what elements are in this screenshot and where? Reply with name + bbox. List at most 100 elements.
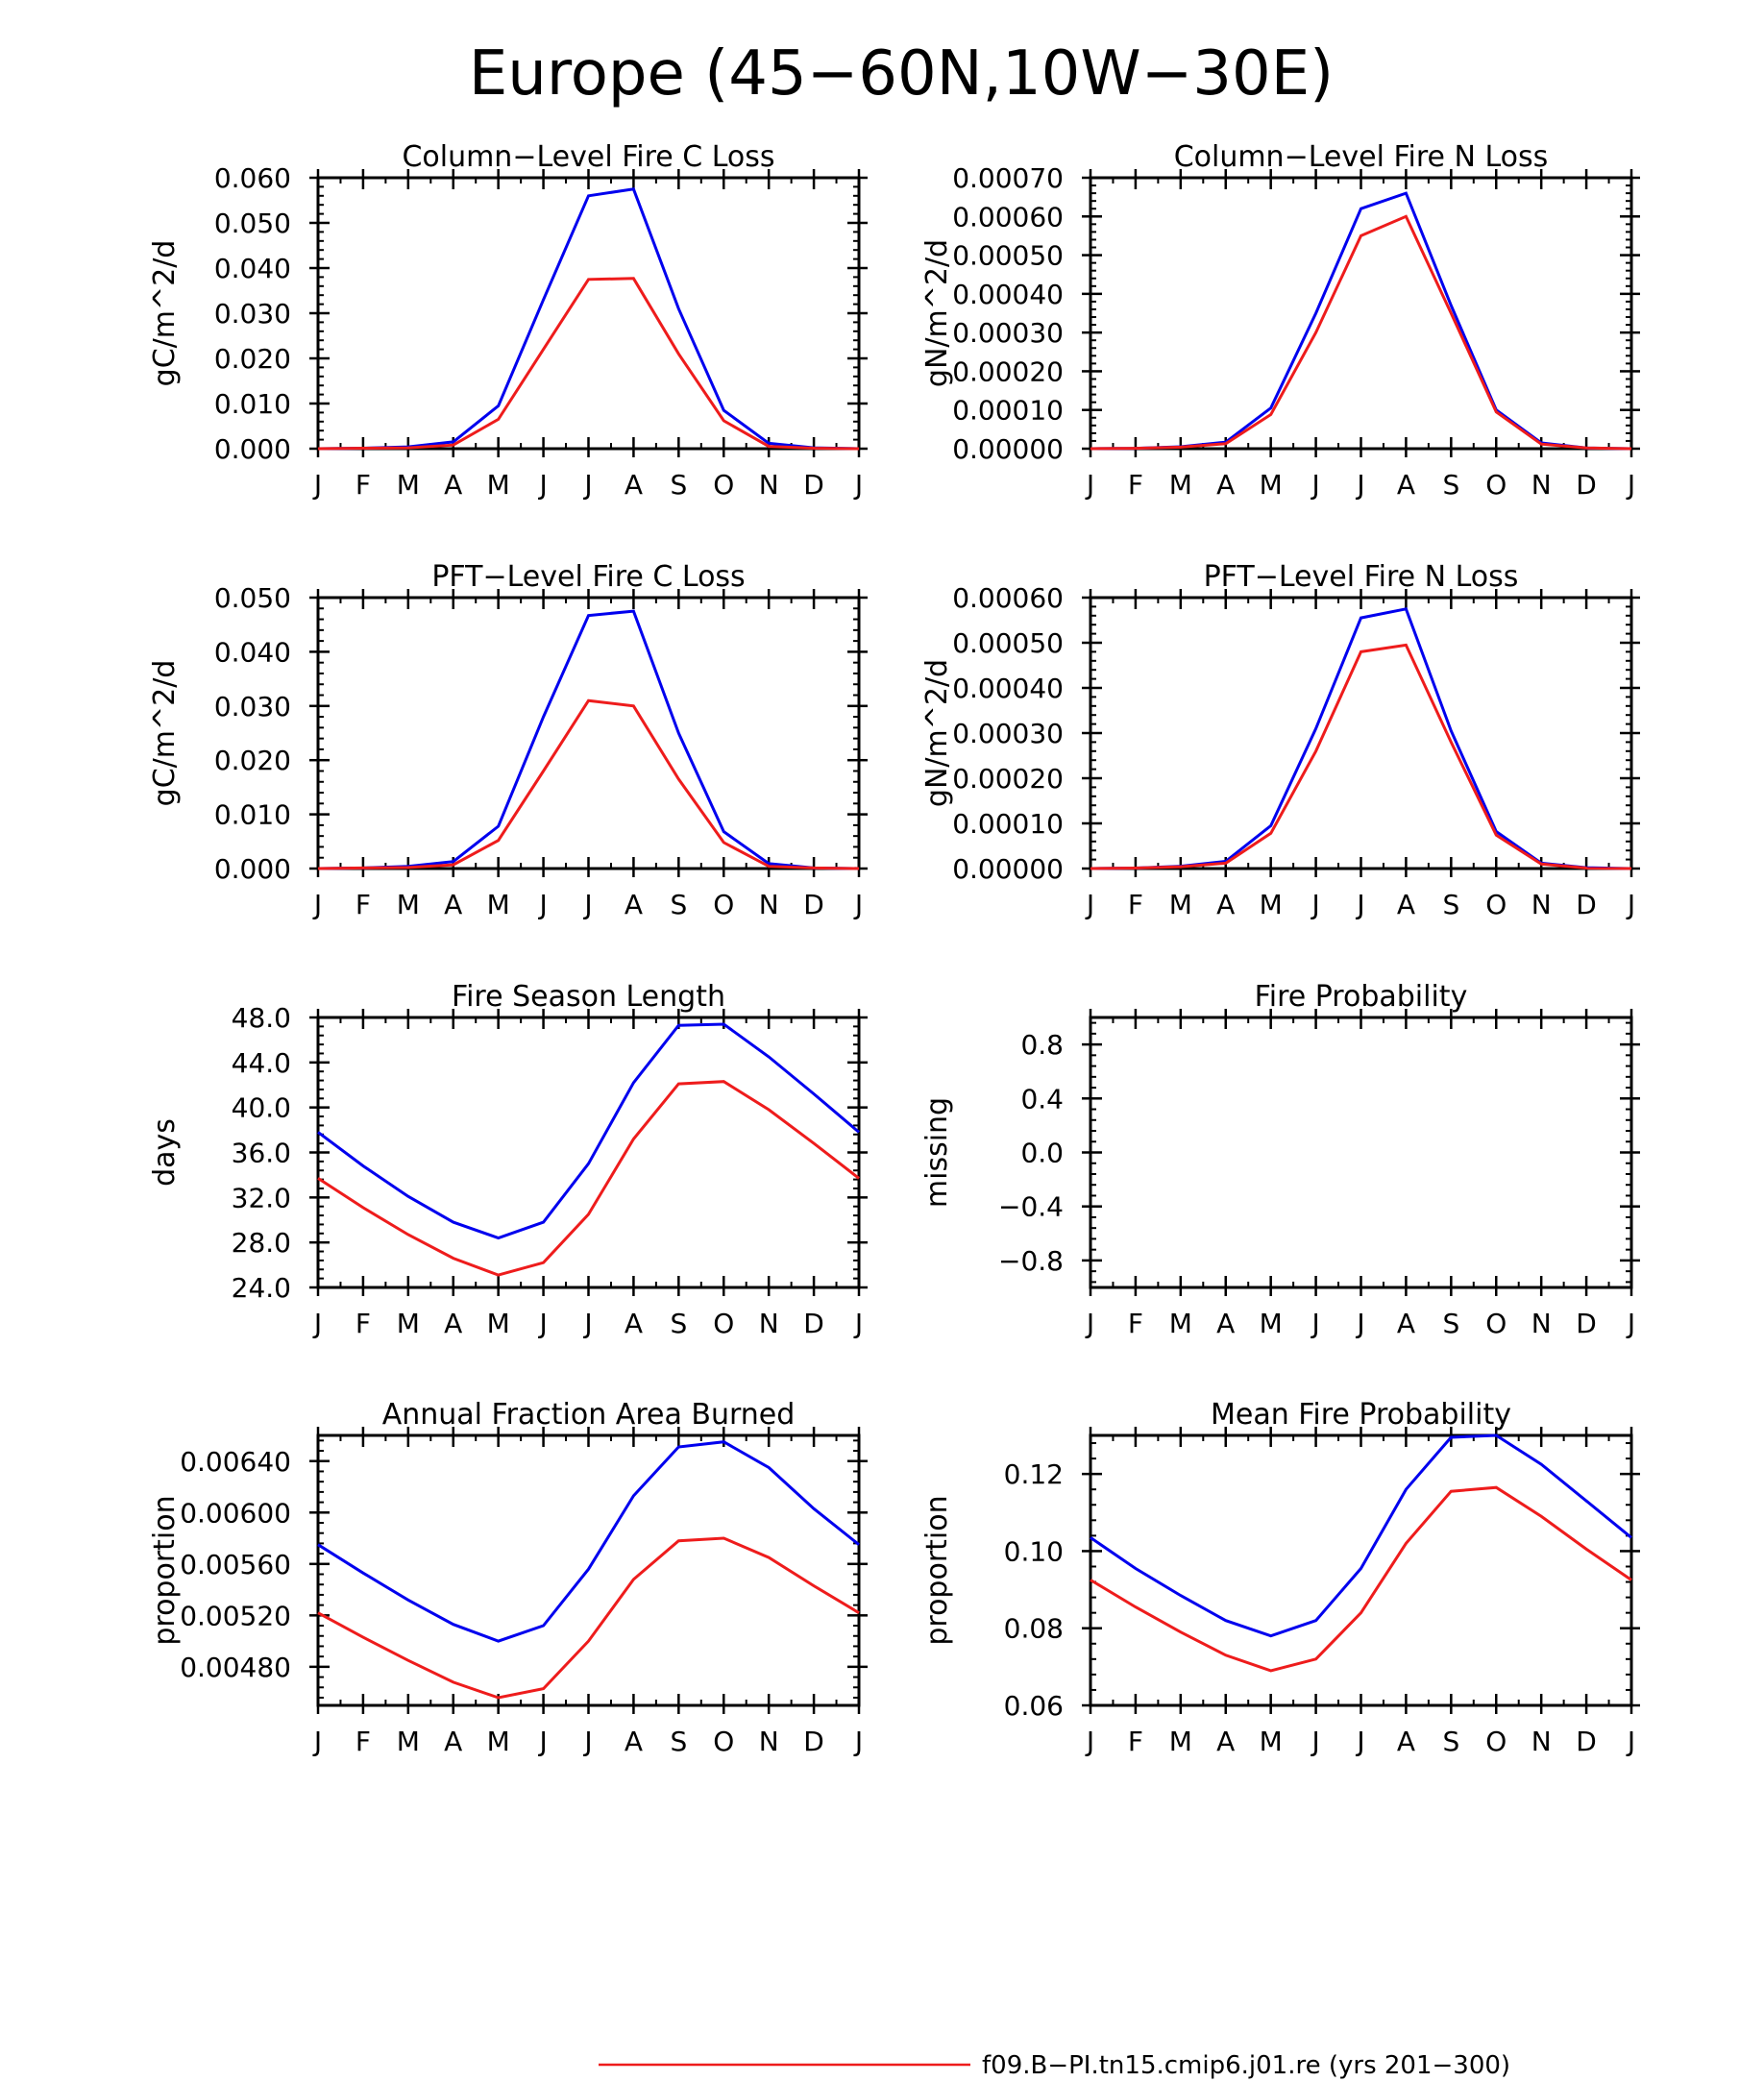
y-tick-label: 0.010 bbox=[214, 799, 291, 831]
x-tick-label: O bbox=[713, 889, 734, 920]
x-tick-label: J bbox=[582, 469, 592, 501]
x-tick-label: N bbox=[759, 1726, 779, 1757]
y-tick-label: 0.00060 bbox=[952, 201, 1064, 233]
panel-title: Mean Fire Probability bbox=[1211, 1398, 1511, 1432]
y-axis-label: proportion bbox=[920, 1495, 954, 1645]
x-tick-label: A bbox=[1216, 469, 1235, 501]
y-tick-label: 0.4 bbox=[1020, 1083, 1064, 1114]
x-tick-label: D bbox=[1576, 1308, 1597, 1339]
x-tick-label: A bbox=[444, 469, 462, 501]
y-tick-label: 0.00020 bbox=[952, 763, 1064, 795]
x-tick-label: J bbox=[582, 1726, 592, 1757]
y-tick-label: 44.0 bbox=[232, 1047, 291, 1079]
y-tick-label: 0.00520 bbox=[180, 1600, 291, 1631]
x-tick-label: M bbox=[397, 889, 420, 920]
series-line bbox=[317, 1536, 860, 1700]
x-tick-label: J bbox=[312, 469, 322, 501]
y-tick-label: 0.00060 bbox=[952, 582, 1064, 614]
x-tick-label: J bbox=[582, 1308, 592, 1339]
y-tick-label: 0.00030 bbox=[952, 718, 1064, 749]
y-tick-label: 0.00050 bbox=[952, 240, 1064, 272]
y-tick-label: 0.00600 bbox=[180, 1497, 291, 1529]
x-tick-label: J bbox=[1355, 469, 1364, 501]
x-tick-label: D bbox=[1576, 1726, 1597, 1757]
x-tick-label: F bbox=[355, 469, 371, 501]
x-tick-label: O bbox=[713, 1726, 734, 1757]
y-tick-label: 0.00010 bbox=[952, 808, 1064, 840]
series-line bbox=[317, 609, 860, 870]
x-tick-label: F bbox=[355, 1726, 371, 1757]
y-tick-label: 0.00040 bbox=[952, 673, 1064, 704]
x-tick-label: N bbox=[1531, 1726, 1552, 1757]
x-tick-label: D bbox=[803, 469, 824, 501]
legend: f09.B−PI.tn15.cmip6.j01.re (yrs 201−300) bbox=[599, 2051, 1510, 2080]
x-tick-label: J bbox=[1085, 889, 1094, 920]
x-tick-label: M bbox=[397, 469, 420, 501]
x-tick-label: N bbox=[1531, 469, 1552, 501]
series-line bbox=[1090, 1485, 1632, 1673]
x-tick-label: J bbox=[1626, 889, 1635, 920]
y-axis-label: missing bbox=[920, 1097, 954, 1208]
x-tick-label: F bbox=[1128, 1308, 1143, 1339]
x-tick-label: F bbox=[355, 1308, 371, 1339]
y-tick-label: 0.00000 bbox=[952, 433, 1064, 465]
y-axis-label: gC/m^2/d bbox=[148, 660, 182, 807]
x-tick-label: M bbox=[397, 1726, 420, 1757]
x-tick-label: M bbox=[1169, 469, 1192, 501]
x-tick-label: J bbox=[582, 889, 592, 920]
x-tick-label: N bbox=[759, 1308, 779, 1339]
y-tick-label: 40.0 bbox=[232, 1092, 291, 1124]
x-tick-label: J bbox=[1310, 1308, 1319, 1339]
y-tick-label: 0.050 bbox=[214, 582, 291, 614]
x-tick-label: A bbox=[1216, 1726, 1235, 1757]
x-tick-label: F bbox=[355, 889, 371, 920]
series-line bbox=[317, 1440, 860, 1643]
series-line bbox=[317, 1080, 860, 1277]
x-tick-label: J bbox=[1085, 1308, 1094, 1339]
x-tick-label: S bbox=[1442, 1726, 1459, 1757]
x-tick-label: M bbox=[1260, 1308, 1283, 1339]
series-line bbox=[1090, 191, 1632, 451]
y-tick-label: 0.00010 bbox=[952, 395, 1064, 427]
y-tick-label: 0.08 bbox=[1004, 1613, 1064, 1645]
x-tick-label: O bbox=[1485, 1726, 1507, 1757]
panel-title: PFT−Level Fire N Loss bbox=[1204, 560, 1519, 594]
x-tick-label: J bbox=[537, 469, 547, 501]
x-tick-label: A bbox=[625, 889, 643, 920]
y-axis-label: days bbox=[148, 1118, 182, 1187]
x-tick-label: F bbox=[1128, 889, 1143, 920]
y-tick-label: 32.0 bbox=[232, 1182, 291, 1213]
x-tick-label: D bbox=[803, 889, 824, 920]
x-tick-label: S bbox=[670, 889, 687, 920]
x-tick-label: M bbox=[487, 1726, 510, 1757]
y-tick-label: 0.00070 bbox=[952, 162, 1064, 194]
y-tick-label: 0.00560 bbox=[180, 1549, 291, 1580]
x-tick-label: O bbox=[713, 1308, 734, 1339]
x-tick-label: J bbox=[1085, 469, 1094, 501]
series-line bbox=[1090, 607, 1632, 870]
y-tick-label: 0.030 bbox=[214, 691, 291, 723]
x-tick-label: J bbox=[1085, 1726, 1094, 1757]
x-tick-label: A bbox=[1216, 889, 1235, 920]
x-tick-label: S bbox=[1442, 469, 1459, 501]
y-tick-label: 0.10 bbox=[1004, 1535, 1064, 1567]
x-tick-label: A bbox=[444, 1726, 462, 1757]
legend-label: f09.B−PI.tn15.cmip6.j01.re (yrs 201−300) bbox=[982, 2051, 1510, 2080]
y-tick-label: 0.050 bbox=[214, 208, 291, 239]
x-tick-label: M bbox=[397, 1308, 420, 1339]
x-tick-label: J bbox=[1626, 1726, 1635, 1757]
y-tick-label: 0.06 bbox=[1004, 1690, 1064, 1722]
x-tick-label: O bbox=[1485, 469, 1507, 501]
x-tick-label: M bbox=[1169, 889, 1192, 920]
y-tick-label: 0.8 bbox=[1020, 1029, 1064, 1061]
y-tick-label: 0.00020 bbox=[952, 355, 1064, 387]
x-tick-label: M bbox=[1169, 1726, 1192, 1757]
panel-title: Column−Level Fire N Loss bbox=[1174, 140, 1549, 174]
y-tick-label: 0.00000 bbox=[952, 853, 1064, 885]
x-tick-label: J bbox=[1626, 469, 1635, 501]
